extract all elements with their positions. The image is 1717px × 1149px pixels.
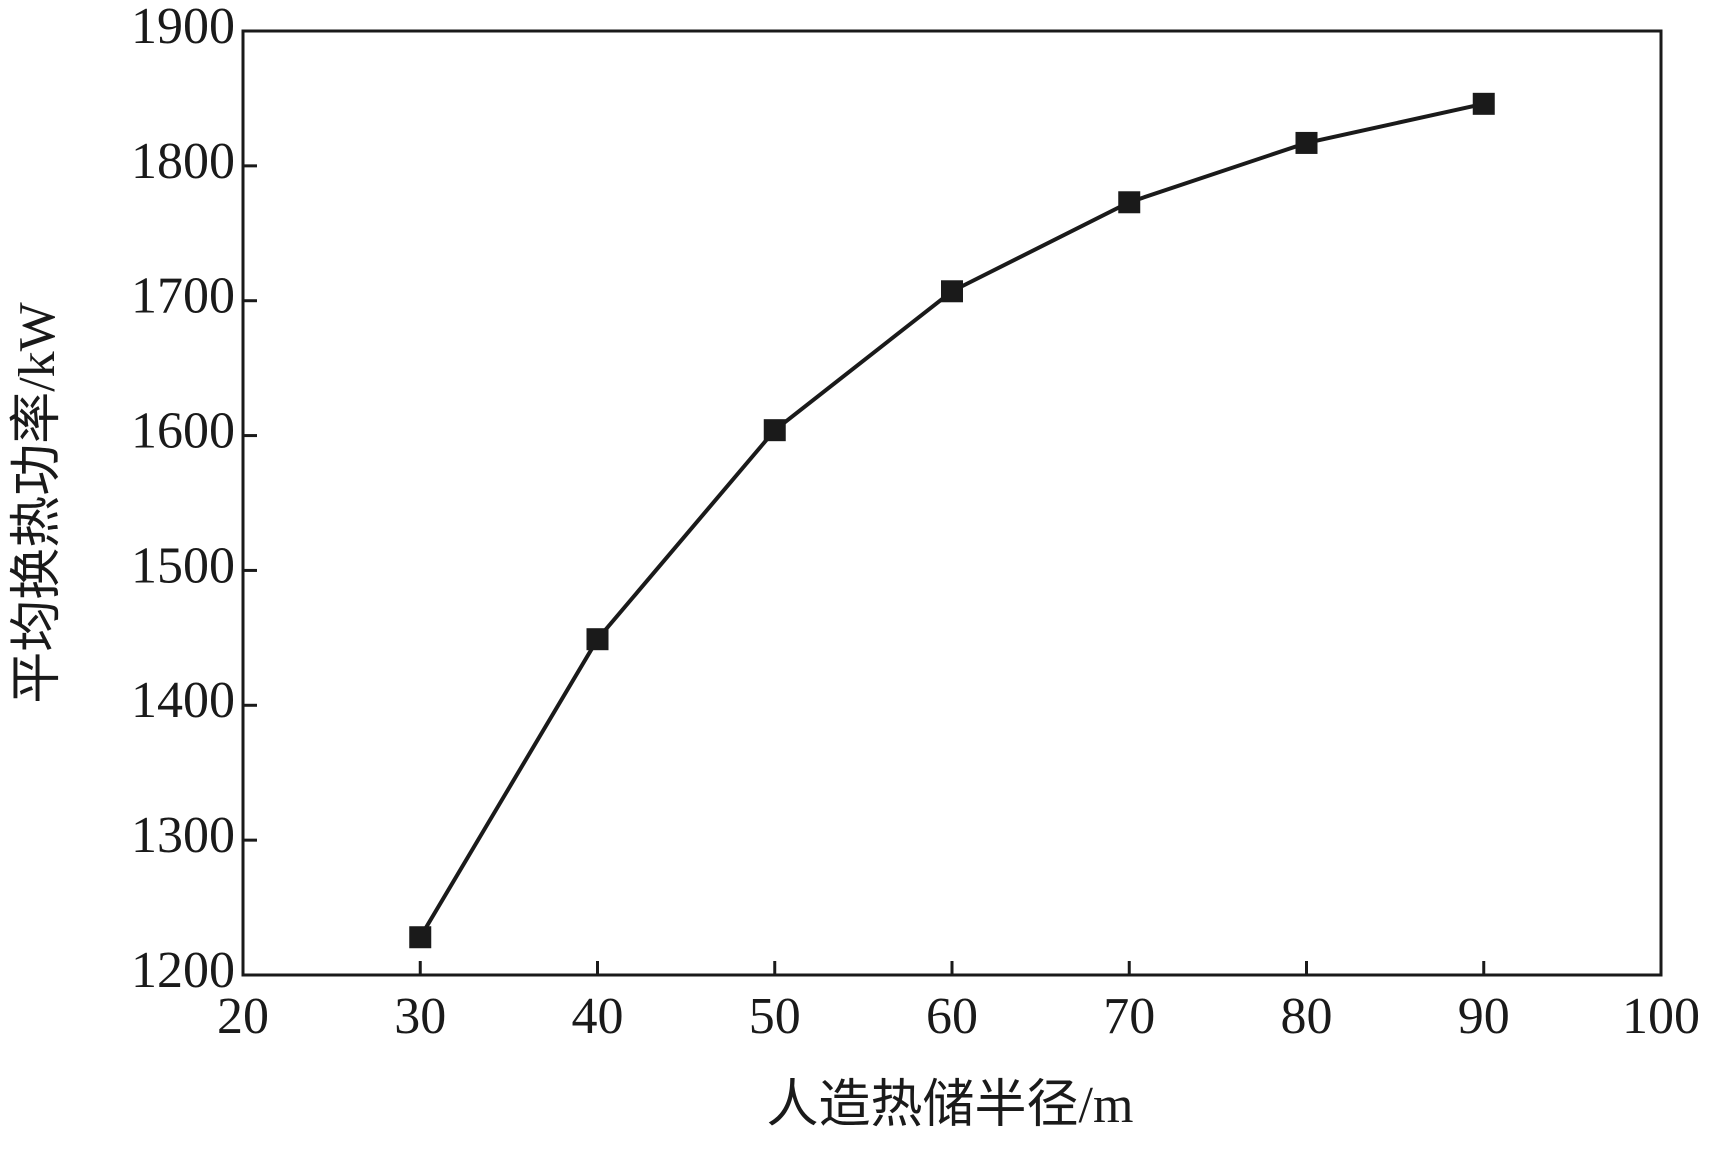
x-tick-label: 20: [217, 988, 269, 1045]
y-tick-label: 1900: [131, 0, 235, 55]
x-tick-label: 90: [1458, 988, 1510, 1045]
y-axis-label: 平均换热功率/kW: [9, 302, 66, 704]
data-point: [586, 628, 609, 651]
x-tick-label: 50: [749, 988, 801, 1045]
y-tick-label: 1400: [131, 672, 235, 729]
x-tick-label: 80: [1281, 988, 1333, 1045]
x-tick-label: 60: [926, 988, 978, 1045]
plot-frame: [241, 29, 1663, 977]
data-line: [418, 101, 1485, 939]
y-tick-label: 1500: [131, 537, 235, 594]
data-point: [1118, 191, 1141, 214]
y-tick-label: 1700: [131, 268, 235, 325]
data-point: [941, 280, 963, 303]
x-tick-label: 40: [572, 988, 624, 1045]
y-tick-label: 1300: [131, 807, 235, 864]
y-tick-label: 1200: [131, 942, 235, 999]
y-tick-label: 1600: [131, 403, 235, 460]
x-axis-label: 人造热储半径/m: [767, 1077, 1134, 1134]
x-tick-label: 30: [394, 988, 446, 1045]
x-tick-label: 70: [1103, 988, 1155, 1045]
data-point: [1472, 92, 1495, 115]
data-point: [1295, 131, 1318, 154]
y-tick-label: 1800: [131, 133, 235, 190]
data-point: [409, 926, 432, 949]
x-tick-label: 100: [1622, 988, 1700, 1045]
data-point: [763, 419, 786, 442]
